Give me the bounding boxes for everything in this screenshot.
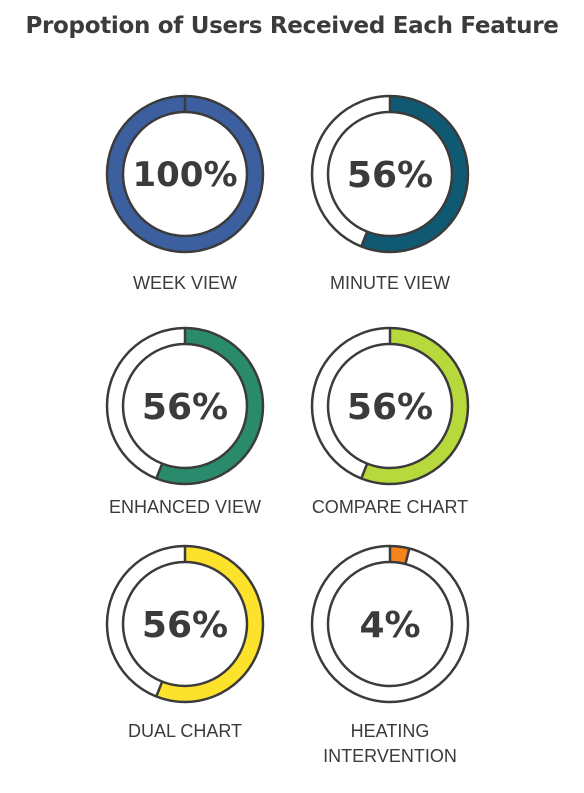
- donut-6: 4% HEATING INTERVENTION: [310, 544, 470, 766]
- donut-value: 4%: [359, 605, 420, 646]
- donut-value: 56%: [347, 387, 433, 428]
- donut-end-line: [360, 463, 369, 479]
- donut-segment: [156, 546, 263, 702]
- donut-segment: [389, 546, 410, 565]
- donut-4: 56% COMPARE CHART: [310, 326, 470, 517]
- donut-end-line: [155, 681, 164, 697]
- donut-segment: [156, 328, 263, 484]
- donut-value: 100%: [132, 155, 237, 195]
- donut-label: ENHANCED VIEW: [109, 497, 261, 517]
- chart-title: Propotion of Users Received Each Feature: [25, 13, 559, 39]
- donut-segment: [361, 328, 468, 484]
- donut-label: COMPARE CHART: [312, 497, 468, 517]
- donut-label: WEEK VIEW: [133, 273, 237, 293]
- donut-label: MINUTE VIEW: [330, 273, 450, 293]
- donut-end-line: [404, 548, 411, 565]
- donut-label: INTERVENTION: [323, 746, 457, 766]
- donut-2: 56% MINUTE VIEW: [310, 94, 470, 293]
- donut-value: 56%: [347, 155, 433, 196]
- donut-value: 56%: [142, 605, 228, 646]
- donut-segment: [361, 96, 468, 252]
- donut-end-line: [360, 231, 369, 247]
- donut-label: HEATING: [351, 721, 430, 741]
- donut-label: DUAL CHART: [128, 721, 242, 741]
- donut-1: 100% WEEK VIEW: [105, 94, 265, 293]
- donut-end-line: [155, 463, 164, 479]
- donut-3: 56% ENHANCED VIEW: [105, 326, 265, 517]
- donut-5: 56% DUAL CHART: [105, 544, 265, 741]
- donut-value: 56%: [142, 387, 228, 428]
